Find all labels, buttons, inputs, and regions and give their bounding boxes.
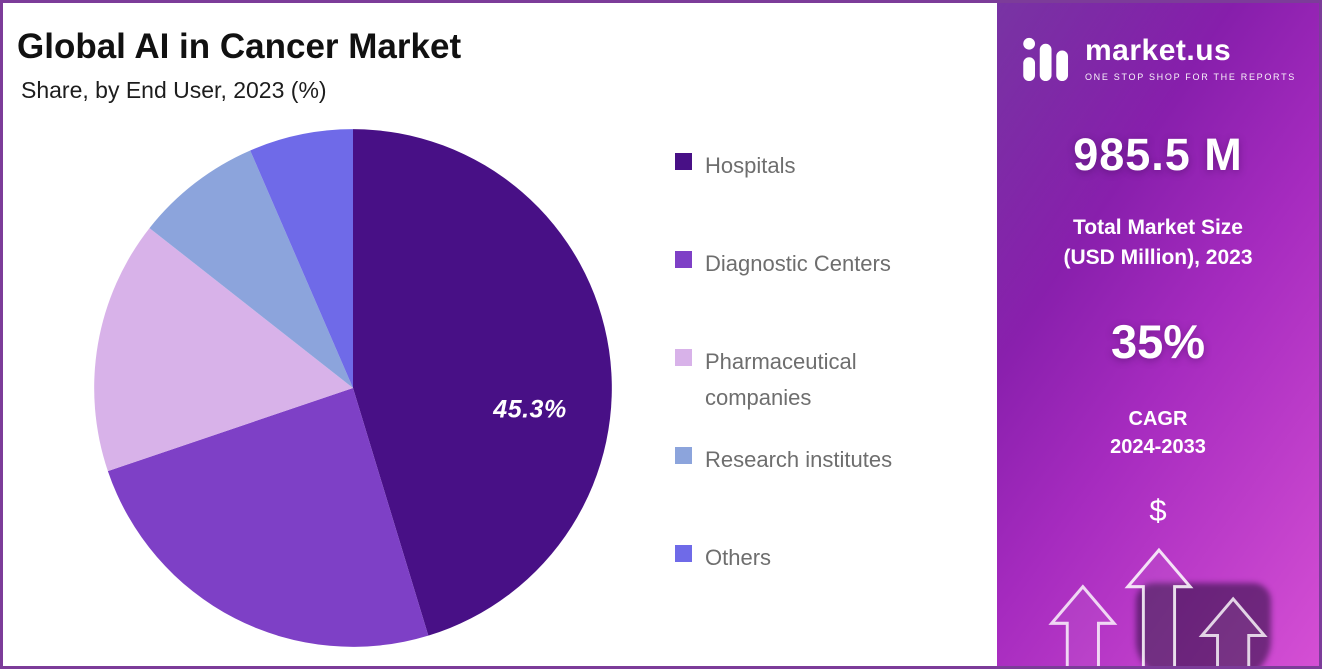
pie-data-label: 45.3%: [493, 395, 567, 424]
brand: market.us ONE STOP SHOP FOR THE REPORTS: [1020, 33, 1296, 85]
growth-arrows-icon: [1048, 547, 1268, 666]
chart-subtitle: Share, by End User, 2023 (%): [21, 77, 327, 103]
legend-swatch-hospitals: [675, 153, 692, 170]
legend-label: Research institutes: [705, 447, 893, 472]
brand-sidebar: market.us ONE STOP SHOP FOR THE REPORTS …: [992, 3, 1319, 666]
pie-slice-diagnostic-centers: [107, 388, 429, 647]
page-title: Global AI in Cancer Market: [17, 27, 462, 66]
legend-item-diagnostic-centers: Diagnostic Centers: [675, 246, 940, 344]
pie-slice-others: [250, 129, 353, 389]
pie-slice-research-institutes: [149, 150, 353, 388]
cagr-label: CAGR 2024-2033: [1110, 405, 1206, 461]
legend-item-pharmaceutical-companies: Pharmaceutical companies: [675, 344, 940, 442]
up-arrow-icon: [1048, 584, 1118, 666]
legend-swatch-research-institutes: [675, 447, 692, 464]
marketus-logo-icon: [1023, 37, 1069, 82]
chart-panel: Global AI in Cancer Market Share, by End…: [3, 3, 992, 666]
up-arrow-icon: [1198, 596, 1268, 666]
legend-item-hospitals: Hospitals: [675, 148, 940, 246]
legend-label: Pharmaceutical companies: [705, 349, 857, 411]
legend-label: Hospitals: [705, 153, 796, 178]
pie-slice-pharmaceutical-companies: [94, 228, 353, 472]
cagr-label-line2: 2024-2033: [1110, 435, 1206, 458]
legend-label: Diagnostic Centers: [705, 251, 891, 276]
legend-item-research-institutes: Research institutes: [675, 442, 940, 540]
pie-chart: 45.3%: [89, 124, 617, 652]
legend-swatch-diagnostic-centers: [675, 251, 692, 268]
market-size-label: Total Market Size (USD Million), 2023: [1063, 213, 1252, 274]
legend-label: Others: [705, 545, 772, 570]
brand-tagline: ONE STOP SHOP FOR THE REPORTS: [1084, 72, 1296, 82]
chart-legend: Hospitals Diagnostic Centers Pharmaceutica…: [675, 148, 940, 576]
cagr-label-line1: CAGR: [1128, 407, 1188, 430]
market-size-label-line1: Total Market Size: [1073, 216, 1243, 239]
pie-slice-hospitals: [353, 129, 612, 636]
legend-swatch-others: [675, 545, 692, 562]
cagr-value: 35%: [1110, 314, 1206, 368]
brand-text: market.us ONE STOP SHOP FOR THE REPORTS: [1084, 34, 1296, 83]
market-size-value: 985.5 M: [1073, 129, 1243, 180]
pie-chart-svg: [94, 129, 612, 647]
legend-item-others: Others: [675, 540, 940, 576]
up-arrow-icon: [1124, 547, 1194, 666]
dollar-sign: $: [1149, 492, 1167, 528]
market-size-label-line2: (USD Million), 2023: [1063, 246, 1253, 270]
brand-name: market.us: [1084, 34, 1232, 67]
legend-swatch-pharmaceutical-companies: [675, 349, 692, 366]
